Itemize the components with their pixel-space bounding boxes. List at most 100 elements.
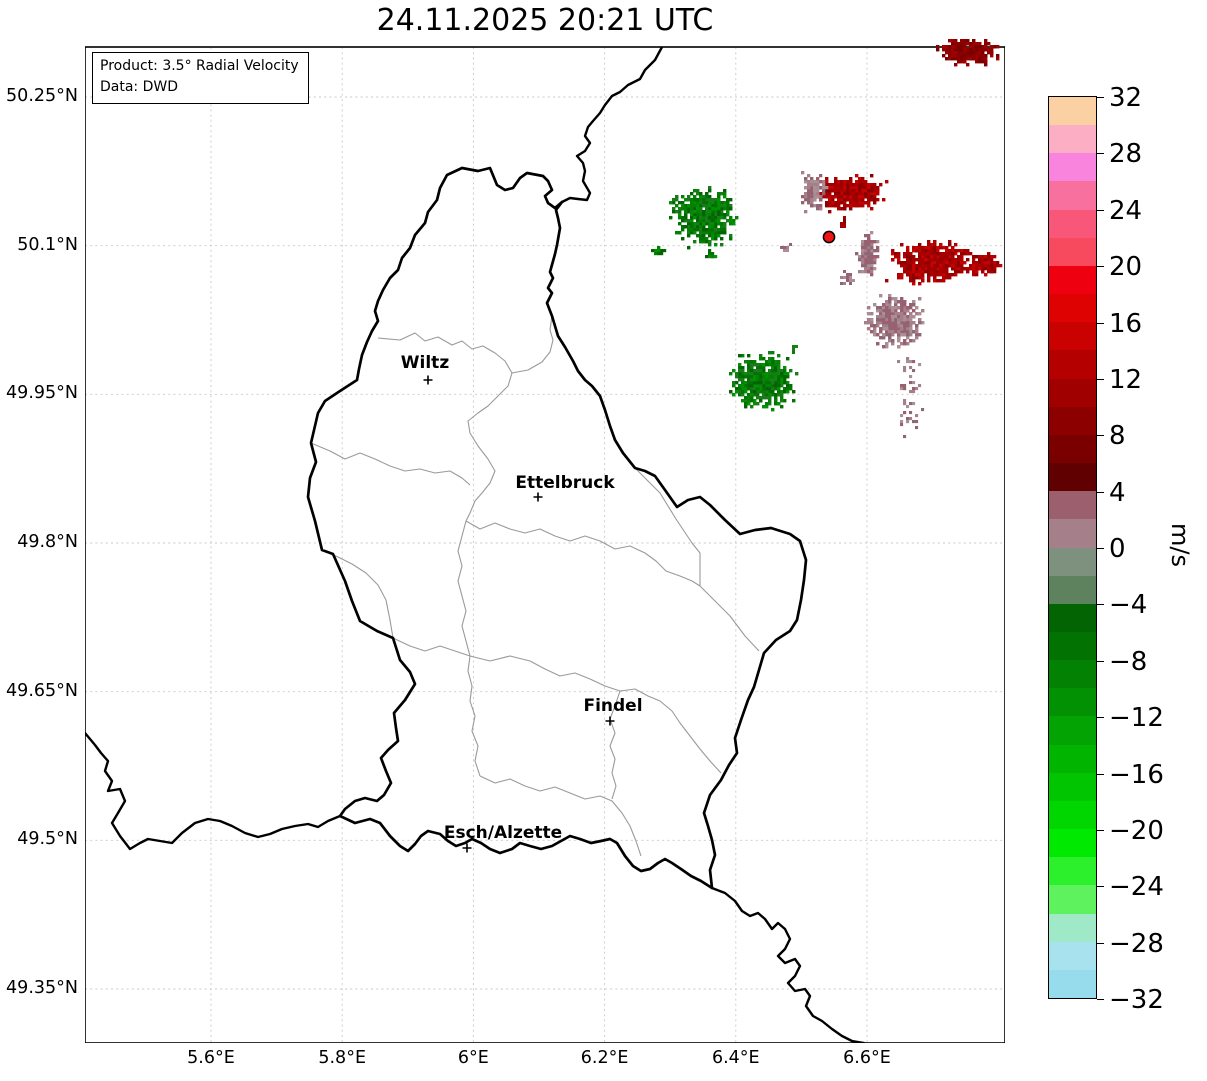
colorbar-segment <box>1049 97 1096 126</box>
country-border <box>85 731 342 851</box>
x-tick-label: 6.6°E <box>843 1048 891 1068</box>
city-findel: Findel <box>583 696 643 726</box>
colorbar-tick-mark <box>1097 266 1104 268</box>
product-line: Product: 3.5° Radial Velocity <box>100 58 299 74</box>
axes-frame <box>85 46 1005 1043</box>
data-source-line: Data: DWD <box>100 79 178 95</box>
echo-cluster-mauve-southeast <box>864 294 925 349</box>
colorbar-tick-mark <box>1097 491 1104 493</box>
colorbar-tick-label: −28 <box>1109 928 1164 959</box>
colorbar-tick-label: 8 <box>1109 421 1126 452</box>
city-wiltz: Wiltz <box>401 353 450 385</box>
colorbar-tick-mark <box>1097 548 1104 549</box>
colorbar-tick-label: −12 <box>1109 703 1164 734</box>
colorbar-tick-label: 32 <box>1109 83 1143 113</box>
y-tick-label: 49.95°N <box>6 383 78 404</box>
velocity-colorbar <box>1048 96 1097 999</box>
colorbar-tick-mark <box>1097 435 1104 437</box>
colorbar-unit-label: m/s <box>1166 523 1194 567</box>
y-tick-label: 49.35°N <box>6 978 78 998</box>
echo-cluster-red-east-tip <box>969 252 1003 277</box>
y-tick-label: 49.65°N <box>6 680 78 701</box>
colorbar-tick-label: 16 <box>1109 308 1143 339</box>
colorbar-tick-label: −4 <box>1109 590 1148 621</box>
colorbar-segment <box>1049 350 1096 379</box>
colorbar-segment <box>1049 209 1096 238</box>
colorbar-segment <box>1049 631 1096 661</box>
product-info-box: Product: 3.5° Radial Velocity Data: DWD <box>92 52 309 104</box>
colorbar-segment <box>1049 716 1096 745</box>
colorbar-tick-mark <box>1097 209 1104 211</box>
canton-border <box>479 775 642 857</box>
x-tick-label: 6.2°E <box>580 1048 629 1068</box>
colorbar-tick-label: 4 <box>1109 477 1126 508</box>
colorbar-segment <box>1049 294 1096 323</box>
echo-cluster-green-south <box>729 351 799 412</box>
echo-cluster-green-north-south-speck <box>705 249 718 259</box>
echo-cluster-mauve-west-speck <box>780 243 792 252</box>
colorbar-segment <box>1049 378 1096 407</box>
colorbar-tick-mark <box>1097 773 1104 775</box>
x-tick-label: 5.6°E <box>187 1048 235 1068</box>
colorbar-segment <box>1049 434 1096 464</box>
echo-cluster-mauve-tail <box>897 357 925 439</box>
colorbar-segment <box>1049 125 1096 154</box>
canton-border <box>465 520 760 652</box>
x-tick-label: 5.8°E <box>318 1048 366 1068</box>
echo-cluster-green-north <box>669 186 739 250</box>
radar-echo-pixels <box>651 39 1003 439</box>
colorbar-tick-label: −20 <box>1109 815 1164 846</box>
x-tick-label: 6°E <box>457 1048 489 1068</box>
colorbar-segment <box>1049 491 1096 520</box>
echo-cluster-red-east <box>885 240 976 286</box>
x-tick-label: 6.4°E <box>711 1048 760 1068</box>
city-marker <box>423 375 433 385</box>
echo-cluster-maroon-topright <box>936 39 1000 67</box>
colorbar-tick-mark <box>1097 942 1104 944</box>
radar-station-dot <box>822 230 836 244</box>
page-title: 24.11.2025 20:21 UTC <box>376 3 714 38</box>
colorbar-tick-mark <box>1097 604 1104 606</box>
canton-border <box>634 467 701 586</box>
city-labels: Wiltz Ettelbruck Findel Esch/Alzette <box>401 353 643 853</box>
colorbar-tick-mark <box>1097 97 1104 98</box>
colorbar-tick-mark <box>1097 717 1104 719</box>
colorbar-segment <box>1049 857 1096 886</box>
city-marker <box>462 843 472 853</box>
y-tick-label: 50.25°N <box>6 86 78 106</box>
canton-borders <box>310 315 760 857</box>
echo-cluster-mauve-central <box>855 231 880 277</box>
colorbar-segment <box>1049 153 1096 182</box>
city-esch-alzette: Esch/Alzette <box>444 823 562 853</box>
canton-border <box>457 520 481 777</box>
y-tick-label: 50.1°N <box>17 234 78 255</box>
colorbar-segment <box>1049 688 1096 717</box>
colorbar-segment <box>1049 800 1096 830</box>
colorbar-tick-label: 20 <box>1109 252 1143 283</box>
colorbar-segment <box>1049 322 1096 351</box>
colorbar-segment <box>1049 547 1096 576</box>
echo-cluster-mauve-northwest <box>801 171 829 214</box>
city-marker <box>605 716 615 726</box>
colorbar-tick-mark <box>1097 886 1104 888</box>
map-canvas: Wiltz Ettelbruck Findel Esch/Alzette <box>85 39 1005 1043</box>
colorbar-tick-mark <box>1097 999 1104 1000</box>
colorbar-segment <box>1049 744 1096 773</box>
city-label: Wiltz <box>401 353 450 373</box>
colorbar-tick-mark <box>1097 829 1104 831</box>
echo-cluster-green-north-west-speck <box>651 246 667 256</box>
colorbar-segment <box>1049 463 1096 492</box>
colorbar-tick-mark <box>1097 378 1104 380</box>
station-dot <box>822 230 836 244</box>
colorbar-tick-label: −32 <box>1109 985 1164 1015</box>
y-tick-label: 49.5°N <box>17 829 78 850</box>
country-border <box>710 886 866 1043</box>
colorbar-tick-label: −16 <box>1109 759 1164 790</box>
colorbar-segment <box>1049 575 1096 604</box>
colorbar-tick-label: −24 <box>1109 872 1164 903</box>
canton-border <box>321 549 394 639</box>
colorbar-segment <box>1049 941 1096 970</box>
colorbar-tick-label: 12 <box>1109 364 1143 395</box>
colorbar-segment <box>1049 969 1096 998</box>
